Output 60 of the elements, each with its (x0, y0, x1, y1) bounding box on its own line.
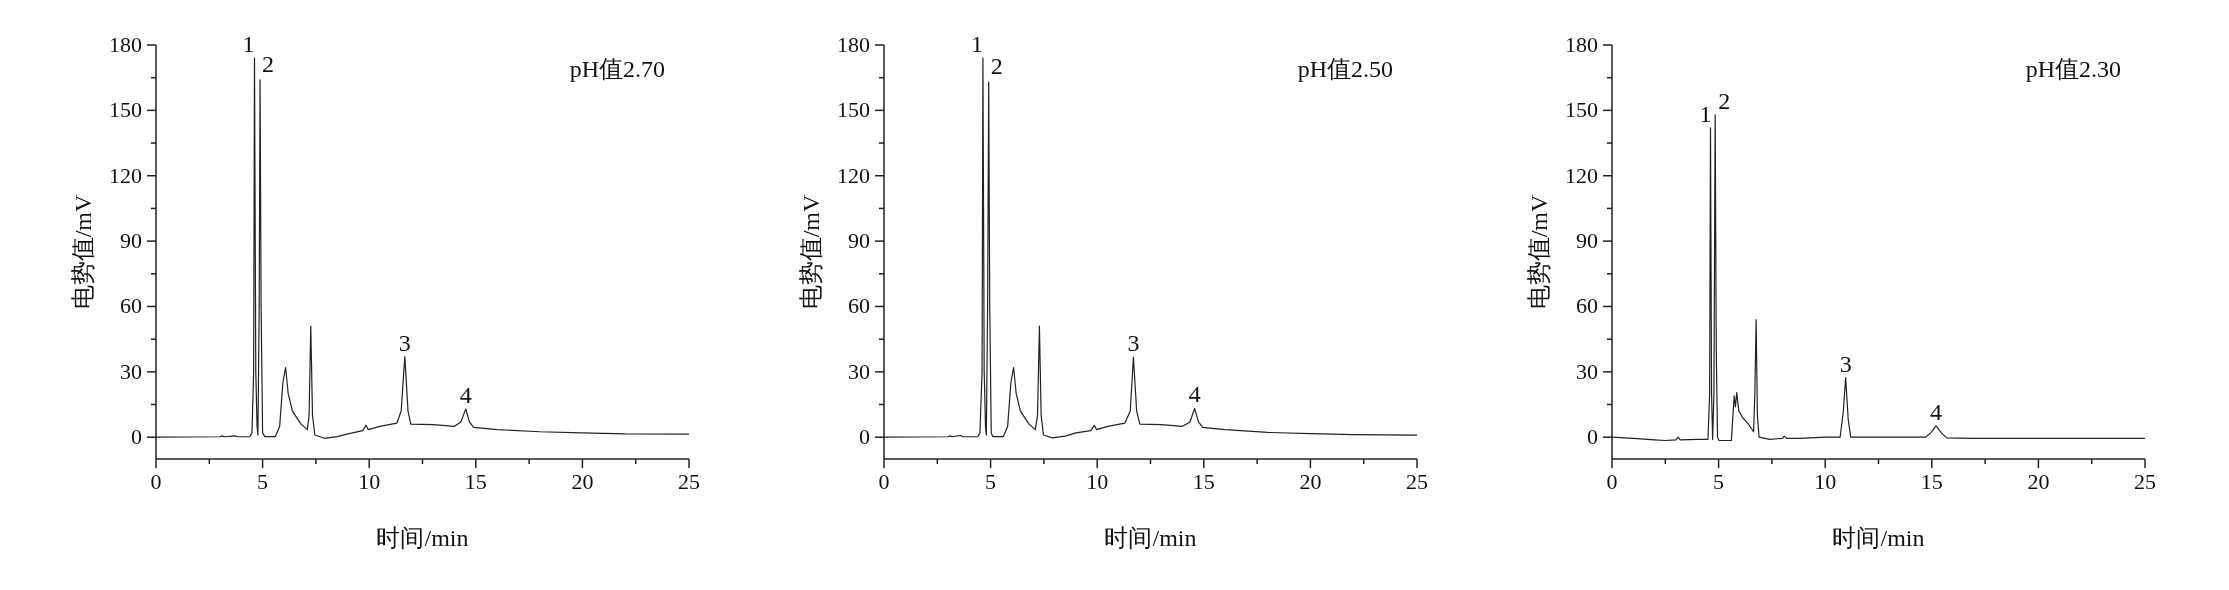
x-tick-label: 5 (1713, 469, 1725, 494)
x-tick-label: 25 (678, 469, 700, 494)
y-tick-label: 60 (1576, 293, 1598, 319)
y-tick-label: 180 (109, 32, 142, 57)
x-tick-label: 20 (2027, 469, 2050, 494)
y-tick-label: 120 (1565, 162, 1598, 188)
x-tick-label: 20 (571, 469, 594, 494)
x-axis-title: 时间/min (1832, 525, 1925, 551)
y-tick-label: 120 (837, 162, 870, 188)
y-tick-label: 60 (120, 293, 142, 319)
chart-title: pH值2.30 (2025, 55, 2121, 84)
x-tick-label: 10 (358, 469, 381, 494)
annotation: 4 (1188, 381, 1201, 408)
x-tick-label: 5 (257, 469, 269, 494)
chart-title: pH值2.70 (569, 55, 665, 84)
annotation: 2 (262, 50, 275, 77)
x-tick-label: 5 (985, 469, 997, 494)
y-tick-label: 150 (1565, 97, 1598, 123)
y-axis-title: 电势值/mV (1525, 194, 1552, 310)
y-tick-label: 180 (837, 32, 870, 57)
x-tick-label: 10 (1814, 469, 1837, 494)
y-tick-label: 180 (1565, 32, 1598, 57)
y-tick-label: 150 (837, 97, 870, 123)
y-tick-label: 30 (848, 358, 870, 384)
y-axis-title: 电势值/mV (797, 194, 824, 310)
chart-title: pH值2.50 (1297, 55, 1393, 84)
y-tick-label: 90 (848, 228, 870, 254)
y-tick-label: 0 (131, 424, 142, 450)
y-tick-label: 90 (1576, 228, 1598, 254)
x-tick-label: 15 (464, 469, 487, 494)
y-tick-label: 60 (848, 293, 870, 319)
annotation: 1 (242, 31, 255, 58)
y-tick-label: 0 (1587, 424, 1598, 450)
x-tick-label: 0 (1606, 469, 1618, 494)
x-tick-label: 15 (1192, 469, 1215, 494)
x-tick-label: 0 (150, 469, 162, 494)
y-axis-title: 电势值/mV (69, 194, 96, 310)
x-tick-label: 25 (1406, 469, 1428, 494)
x-axis-title: 时间/min (1104, 525, 1197, 551)
x-axis-title: 时间/min (376, 525, 469, 551)
x-tick-label: 10 (1086, 469, 1109, 494)
y-tick-label: 120 (109, 162, 142, 188)
y-tick-label: 0 (859, 424, 870, 450)
annotation: 2 (1718, 87, 1731, 114)
annotation: 3 (1127, 330, 1140, 357)
y-tick-label: 30 (120, 358, 142, 384)
y-tick-label: 90 (120, 228, 142, 254)
x-tick-label: 25 (2134, 469, 2156, 494)
annotation: 4 (459, 381, 472, 408)
x-tick-label: 20 (1299, 469, 1322, 494)
annotation: 1 (1699, 100, 1712, 127)
x-tick-label: 0 (878, 469, 890, 494)
annotation: 1 (970, 31, 983, 58)
annotation: 4 (1930, 398, 1943, 425)
annotation: 2 (990, 53, 1003, 80)
y-tick-label: 150 (109, 97, 142, 123)
annotation: 3 (398, 329, 411, 356)
x-tick-label: 15 (1920, 469, 1943, 494)
annotation: 3 (1839, 350, 1852, 377)
y-tick-label: 30 (1576, 358, 1598, 384)
